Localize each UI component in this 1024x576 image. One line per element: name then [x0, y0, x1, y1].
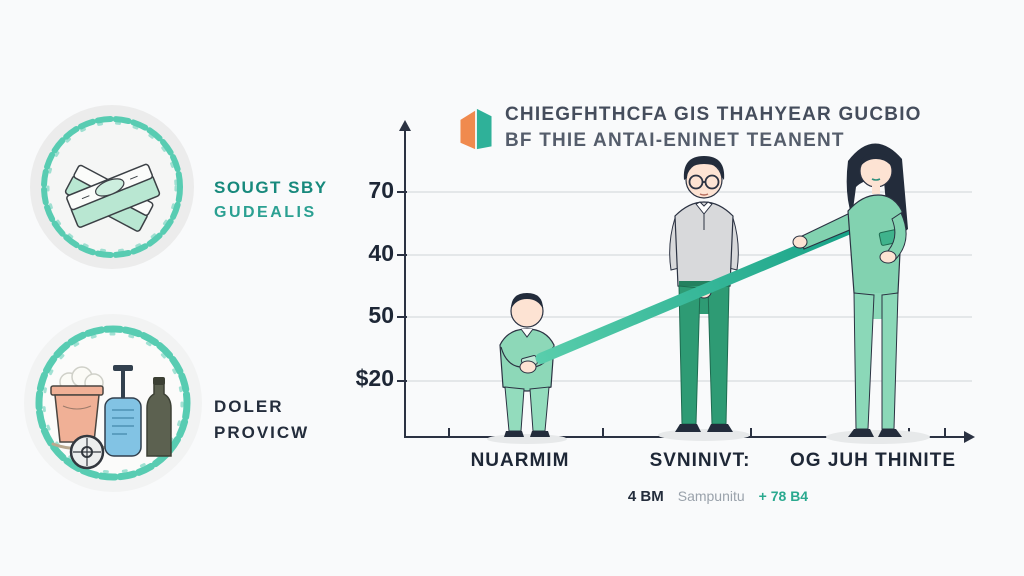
products-badge	[22, 312, 204, 494]
y-axis-label: 40	[368, 240, 394, 266]
page-title: CHIEGFHTHCFA GIS THAHYEAR GUCBIO BF THIE…	[505, 104, 922, 152]
caption-label: Sampunitu	[677, 488, 745, 504]
y-axis-label: 50	[368, 302, 394, 328]
gridline	[406, 191, 972, 193]
child-illustration-icon	[487, 293, 567, 444]
product-bottles-cart-icon	[24, 314, 202, 492]
money-badge-line1: SOUGT SBY	[214, 178, 328, 197]
money-badge	[28, 103, 196, 271]
y-axis-arrow-icon	[399, 120, 411, 131]
man-figure	[633, 152, 775, 447]
money-badge-line2: GUDEALIS	[214, 203, 317, 221]
x-axis-arrow-icon	[964, 431, 975, 443]
y-axis-label: 70	[368, 177, 394, 203]
woman-figure	[790, 137, 955, 450]
y-axis-label: $20	[355, 365, 394, 391]
caption-delta: + 78 B4	[758, 488, 809, 504]
child-figure	[468, 287, 586, 450]
caption-value: 4 BM	[627, 488, 664, 505]
products-badge-label: DOLER PROVICW	[214, 394, 309, 445]
x-tick	[602, 428, 604, 437]
x-tick	[750, 428, 752, 437]
x-axis-label: NUARMIM	[470, 450, 570, 471]
products-badge-line1: DOLER	[214, 397, 284, 416]
y-tick	[397, 380, 407, 382]
chart-caption: 4 BM Sampunitu + 78 B4	[598, 488, 838, 505]
x-axis-label: SVNINIVT:	[649, 450, 751, 471]
title-line-1: CHIEGFHTHCFA GIS THAHYEAR GUCBIO	[505, 104, 922, 125]
y-tick	[397, 316, 407, 318]
title-line-2: BF THIE ANTAI-ENINET TEANENT	[505, 130, 845, 151]
money-stacks-icon	[30, 105, 194, 269]
y-axis	[404, 130, 406, 438]
products-badge-line2: PROVICW	[214, 422, 310, 442]
woman-illustration-icon	[792, 143, 930, 444]
man-illustration-icon	[658, 156, 750, 441]
y-tick	[397, 191, 407, 193]
money-badge-label: SOUGT SBY GUDEALIS	[214, 176, 328, 224]
open-book-logo-icon	[460, 108, 492, 150]
x-axis-label: OG JUH THINITE	[789, 450, 956, 471]
x-tick	[944, 428, 946, 437]
y-tick	[397, 254, 407, 256]
x-tick	[448, 428, 450, 437]
